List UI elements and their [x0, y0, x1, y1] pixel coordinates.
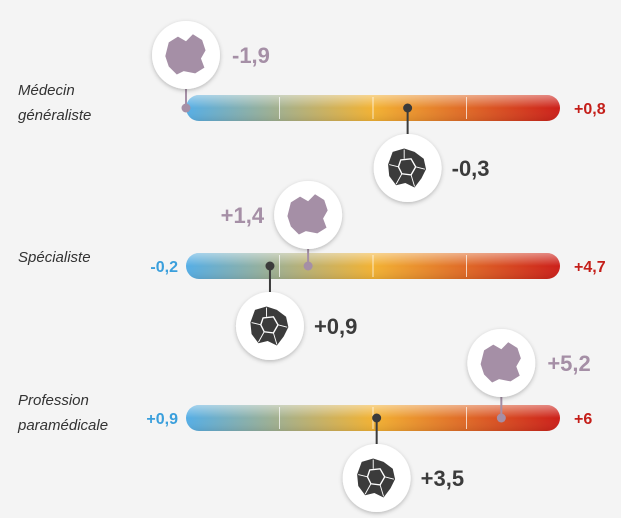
- region-value-label: +5,2: [547, 351, 590, 376]
- region-map-icon: [165, 34, 206, 75]
- chart-row: Profession paramédicale +0,9 +6 +5,2 +3,5: [17, 329, 592, 512]
- row-label: généraliste: [18, 107, 91, 124]
- row-label: Médecin: [18, 82, 75, 99]
- min-value-label: +0,9: [146, 411, 178, 428]
- chart-row: Spécialiste -0,2 +4,7 +1,4 +0,9: [18, 181, 606, 360]
- local-value-label: -0,3: [452, 156, 490, 181]
- local-map-borders: [358, 459, 395, 497]
- row-label: Spécialiste: [18, 249, 91, 266]
- row-label: paramédicale: [17, 417, 108, 434]
- region-point: [496, 413, 506, 423]
- local-map-icon: [388, 148, 427, 188]
- region-point: [303, 261, 313, 271]
- max-value-label: +4,7: [574, 259, 606, 276]
- max-value-label: +0,8: [574, 101, 606, 118]
- region-value-label: -1,9: [232, 43, 270, 68]
- local-map-borders: [389, 149, 425, 187]
- region-map-icon: [287, 194, 328, 235]
- region-value-label: +1,4: [221, 203, 265, 228]
- local-value-label: +0,9: [314, 314, 357, 339]
- chart-row: Médecin généraliste +0,8 -1,9 -0,3: [18, 21, 606, 202]
- min-value-label: -0,2: [150, 259, 178, 276]
- local-map-shape: [250, 306, 289, 346]
- local-point: [372, 413, 382, 423]
- region-point: [181, 103, 191, 113]
- local-value-label: +3,5: [421, 466, 464, 491]
- max-value-label: +6: [574, 411, 592, 428]
- local-map-shape: [357, 458, 396, 498]
- local-point: [403, 103, 413, 113]
- local-map-icon: [357, 458, 396, 498]
- local-map-shape: [388, 148, 427, 188]
- local-point: [265, 261, 275, 271]
- row-label: Profession: [18, 392, 89, 409]
- local-map-icon: [250, 306, 289, 346]
- local-map-borders: [251, 307, 288, 345]
- region-map-icon: [480, 342, 521, 383]
